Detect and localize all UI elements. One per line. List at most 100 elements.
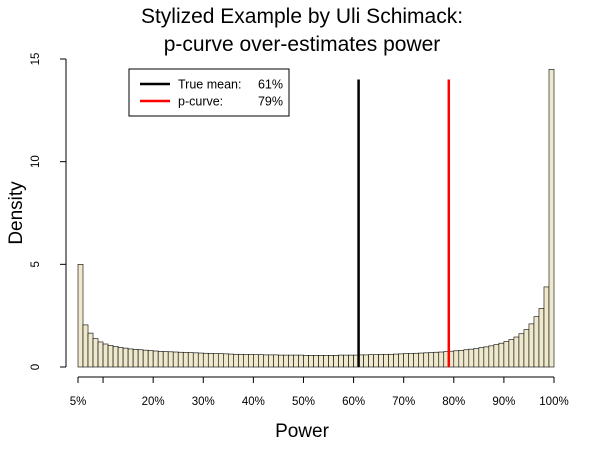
histogram-bar [318, 354, 324, 368]
histogram-bar [423, 352, 430, 368]
histogram-bar [528, 323, 535, 368]
histogram-bar [393, 353, 399, 368]
legend-label-true-mean: True mean: [178, 78, 241, 92]
histogram-bar [243, 354, 249, 368]
histogram-bar [142, 349, 149, 368]
histogram-bar [207, 353, 214, 368]
histogram-bar [97, 341, 104, 368]
histogram-bar [298, 354, 304, 368]
histogram-bar [117, 347, 124, 368]
legend: True mean: 61% p-curve: 79% [128, 68, 290, 117]
histogram-bar [468, 348, 475, 368]
histogram-bar [202, 352, 209, 368]
histogram-bar [503, 341, 510, 368]
histogram-bar [137, 349, 144, 368]
histogram-bar [248, 354, 254, 368]
histogram-bar [283, 354, 289, 368]
histogram-bar [488, 345, 495, 368]
histogram-bar [263, 354, 269, 368]
histogram-bar [458, 350, 465, 368]
histogram-bar [478, 347, 485, 368]
histogram-bar [273, 354, 279, 368]
histogram-bar [253, 354, 259, 368]
histogram-bar [228, 353, 234, 368]
chart-title: Stylized Example by Uli Schimack: p-curv… [141, 5, 463, 56]
histogram-bar [523, 329, 530, 368]
histogram-bar [293, 354, 299, 368]
histogram-bar [533, 316, 540, 368]
x-tick-label: 40% [242, 396, 265, 408]
histogram-bar [418, 352, 425, 368]
histogram-bar [388, 353, 394, 368]
y-tick-label: 10 [30, 155, 42, 168]
histogram-bar [172, 351, 179, 368]
histogram-bar [413, 352, 420, 368]
y-axis: 0 5 10 15 [30, 53, 67, 370]
histogram-bar [212, 353, 219, 368]
histogram-bar [308, 354, 314, 368]
histogram-bar [373, 354, 379, 368]
histogram-bar [288, 354, 294, 368]
histogram-bar [518, 333, 525, 368]
legend-value-true-mean: 61% [258, 78, 283, 92]
histogram-bar [152, 350, 159, 368]
histogram-bar [473, 348, 480, 368]
histogram-bar [408, 353, 415, 368]
histogram-bar [378, 354, 384, 368]
legend-label-p-curve: p-curve: [178, 95, 223, 109]
histogram-bar [77, 264, 84, 368]
x-tick-label: 90% [492, 396, 515, 408]
histogram-bar [433, 351, 440, 368]
x-tick-label: 20% [142, 396, 165, 408]
histogram-bars [77, 68, 555, 368]
histogram-bar [82, 324, 89, 368]
histogram-bar [543, 286, 550, 368]
x-axis: 5% 20% 30% 40% 50% 60% 70% 80% 90% 100% [70, 376, 569, 408]
x-tick-label: 5% [70, 396, 87, 408]
histogram-bar [368, 354, 374, 368]
histogram-bar [333, 354, 339, 368]
histogram-bar [268, 354, 274, 368]
histogram-bar [463, 349, 470, 368]
y-axis-label: Density [6, 181, 27, 245]
histogram-bar [182, 352, 189, 368]
histogram-bar [157, 351, 164, 368]
histogram-bar [348, 354, 354, 368]
y-tick-label: 0 [30, 364, 42, 370]
histogram-bar [498, 342, 505, 368]
histogram-bar [102, 343, 109, 368]
histogram-bar [278, 354, 284, 368]
histogram-bar [343, 354, 349, 368]
histogram-bar [323, 354, 329, 368]
histogram-bar [513, 336, 520, 368]
histogram-bar [483, 346, 490, 368]
legend-value-p-curve: 79% [258, 95, 283, 109]
histogram-bar [127, 348, 134, 368]
histogram-bar [438, 351, 445, 368]
histogram-bar [538, 308, 545, 368]
histogram-bar [453, 350, 460, 368]
histogram-bar [403, 353, 409, 368]
histogram-bar [197, 352, 204, 368]
histogram-bar [508, 339, 515, 368]
histogram-bar [313, 354, 319, 368]
histogram-bar [132, 349, 139, 368]
histogram-bar [258, 354, 264, 368]
histogram-bar [328, 354, 334, 368]
histogram-bar [493, 344, 500, 368]
y-tick-label: 15 [30, 53, 42, 66]
histogram-bar [383, 353, 389, 368]
legend-box [128, 68, 290, 117]
title-line-2: p-curve over-estimates power [164, 33, 441, 56]
histogram-bar [177, 351, 184, 368]
x-tick-label: 30% [192, 396, 215, 408]
x-tick-label: 70% [392, 396, 415, 408]
histogram-bar [147, 350, 154, 368]
histogram-bar [92, 338, 99, 368]
histogram-bar [192, 352, 199, 368]
y-tick-label: 5 [30, 261, 42, 267]
x-tick-label: 80% [442, 396, 465, 408]
histogram-bar [162, 351, 169, 368]
histogram-bar [112, 346, 119, 368]
histogram-bar [238, 353, 244, 368]
